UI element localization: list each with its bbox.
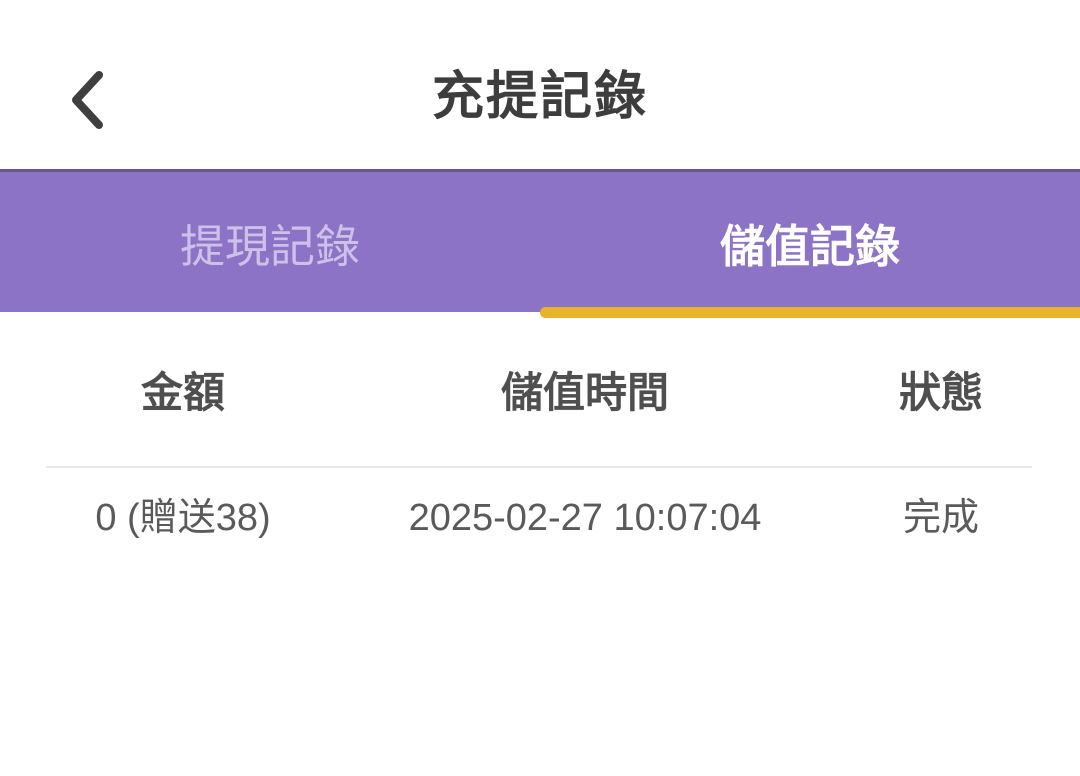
column-header-amount: 金額 xyxy=(140,369,225,416)
tab-withdraw-records[interactable]: 提現記錄 xyxy=(0,172,540,312)
chevron-left-icon xyxy=(67,70,105,130)
column-header-time: 儲值時間 xyxy=(500,369,669,416)
table-header-row: 金額 儲值時間 狀態 xyxy=(0,365,1080,421)
tab-deposit-label: 儲值記錄 xyxy=(719,220,900,272)
table-row: 0 (贈送38) 2025-02-27 10:07:04 完成 xyxy=(0,490,1080,546)
back-button[interactable] xyxy=(58,62,114,138)
cell-amount: 0 (贈送38) xyxy=(95,497,271,539)
tab-bar: 提現記錄 儲值記錄 xyxy=(0,169,1080,318)
column-header-status: 狀態 xyxy=(898,369,983,416)
cell-time: 2025-02-27 10:07:04 xyxy=(408,497,762,539)
tab-withdraw-label: 提現記錄 xyxy=(179,220,360,272)
active-tab-indicator xyxy=(540,307,1080,318)
table-divider xyxy=(46,466,1032,468)
page-header: 充提記錄 xyxy=(0,0,1080,169)
cell-status: 完成 xyxy=(902,497,979,539)
page-title: 充提記錄 xyxy=(431,68,648,126)
tab-deposit-records[interactable]: 儲值記錄 xyxy=(540,172,1080,312)
